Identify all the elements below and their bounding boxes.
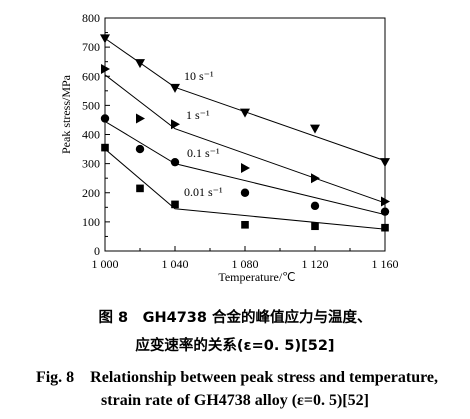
fit-line-0 (104, 37, 386, 162)
y-tick-label: 700 (82, 40, 100, 54)
data-point-series-0 (240, 108, 250, 118)
data-point-series-2 (135, 144, 145, 154)
y-tick-label: 400 (82, 128, 100, 142)
y-tick-label: 500 (82, 98, 100, 112)
axes: 1 000 1 040 1 080 1 120 1 160 0 100 200 300 400 50… (59, 11, 399, 284)
data-point-series-1 (311, 173, 320, 184)
caption-chinese-line-2: 应变速率的关系(ε=0. 5)[52] (135, 338, 335, 354)
data-point-series-3 (381, 223, 389, 232)
data-point-series-3 (101, 143, 109, 152)
data-point-series-1 (136, 113, 145, 124)
data-markers (100, 34, 390, 232)
x-tick-label: 1 160 (372, 257, 399, 271)
data-point-series-1 (101, 63, 110, 74)
x-tick-label: 1 120 (302, 257, 329, 271)
y-tick-label: 200 (82, 186, 100, 200)
data-point-series-3 (241, 220, 249, 229)
data-point-series-0 (310, 124, 320, 134)
data-point-series-0 (100, 34, 110, 44)
data-point-series-2 (310, 201, 320, 211)
y-tick-label: 0 (94, 244, 100, 258)
fit-line-3 (104, 148, 386, 230)
y-tick-label: 100 (82, 215, 100, 229)
x-axis-title: Temperature/℃ (218, 270, 295, 284)
data-point-series-1 (381, 196, 390, 207)
data-point-series-1 (241, 162, 250, 173)
fit-lines (104, 37, 386, 230)
caption-chinese-line-1: 图 8 GH4738 合金的峰值应力与温度、 (98, 310, 372, 326)
series-label-2: 0.1 s⁻¹ (187, 146, 220, 160)
fit-line-1 (104, 74, 386, 204)
series-label-0: 10 s⁻¹ (184, 69, 214, 83)
peak-stress-chart: 1 000 1 040 1 080 1 120 1 160 0 100 200 300 400 50… (59, 11, 399, 284)
data-point-series-3 (311, 222, 319, 231)
data-point-series-3 (136, 184, 144, 193)
data-point-series-0 (380, 158, 390, 168)
data-point-series-2 (100, 114, 110, 123)
caption-english-line-1: Fig. 8 Relationship between peak stress … (35, 369, 439, 386)
series-label-1: 1 s⁻¹ (186, 108, 210, 122)
x-tick-label: 1 040 (162, 257, 189, 271)
y-axis-title: Peak stress/MPa (59, 74, 73, 154)
y-tick-label: 600 (82, 69, 100, 83)
series-labels: 10 s⁻¹ 1 s⁻¹ 0.1 s⁻¹ 0.01 s⁻¹ (184, 69, 223, 199)
data-point-series-0 (170, 83, 180, 93)
series-label-3: 0.01 s⁻¹ (184, 185, 223, 199)
x-tick-label: 1 000 (92, 257, 119, 271)
data-point-series-2 (380, 207, 390, 216)
data-point-series-0 (135, 59, 145, 69)
y-tick-label: 300 (82, 157, 100, 171)
data-point-series-2 (240, 188, 250, 197)
y-tick-label: 800 (82, 11, 100, 25)
caption-english-line-2: strain rate of GH4738 alloy (ε=0. 5)[52] (101, 392, 369, 409)
x-tick-label: 1 080 (232, 257, 259, 271)
data-point-series-2 (170, 157, 180, 167)
data-point-series-1 (171, 119, 180, 130)
data-point-series-3 (171, 200, 179, 209)
